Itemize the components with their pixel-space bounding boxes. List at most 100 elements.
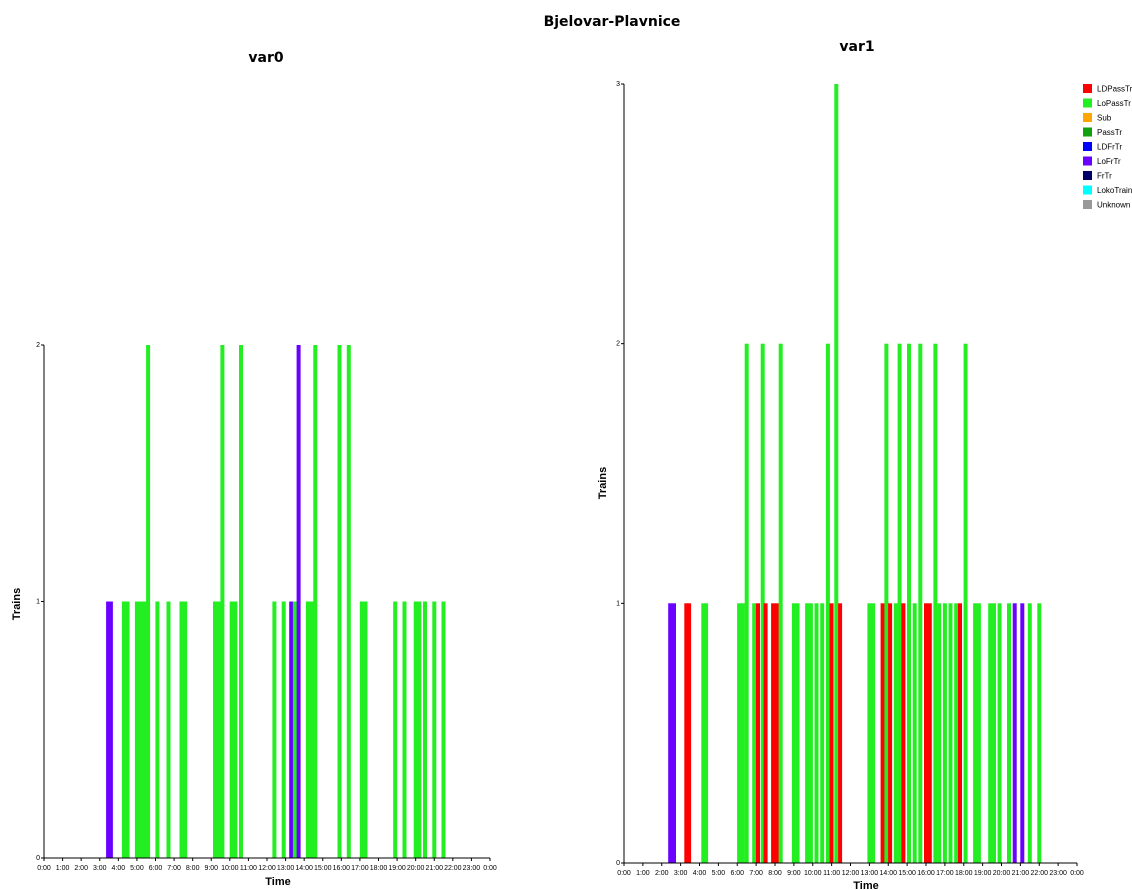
chart-var0-bar-34 xyxy=(423,601,427,858)
chart-var0-bar-22 xyxy=(296,345,301,858)
legend-swatch-LDFrTr xyxy=(1083,142,1092,151)
chart-var0-bar-31 xyxy=(402,601,407,858)
chart-var1-bar-40 xyxy=(937,603,942,863)
chart-var0-xtick-12: 12:00 xyxy=(258,865,276,872)
chart-var0-bar-5 xyxy=(138,601,143,858)
chart-var1-xtick-6: 6:00 xyxy=(730,870,744,877)
chart-var1-xtick-14: 14:00 xyxy=(879,870,897,877)
chart-var1-xlabel: Time xyxy=(853,880,878,890)
chart-var0-bar-30 xyxy=(393,601,398,858)
chart-var1-xtick-1: 1:00 xyxy=(636,870,650,877)
chart-var1-bar-38 xyxy=(927,603,932,863)
chart-var1-bar-15 xyxy=(778,343,783,863)
chart-var1-bar-3 xyxy=(687,603,692,863)
legend-label-LDPassTr: LDPassTr xyxy=(1097,85,1132,94)
chart-var1-bars xyxy=(668,84,1042,863)
chart-var1-xtick-16: 16:00 xyxy=(917,870,935,877)
chart-var0-xtick-14: 14:00 xyxy=(295,865,313,872)
chart-var1-bar-2 xyxy=(684,603,689,863)
chart-var1-bar-45 xyxy=(963,343,968,863)
chart-var0-bar-17 xyxy=(239,345,243,858)
chart-var0-bar-24 xyxy=(309,601,314,858)
chart-var0-bar-29 xyxy=(363,601,368,858)
chart-var0-xtick-6: 6:00 xyxy=(149,865,163,872)
chart-var0-bar-11 xyxy=(183,601,188,858)
chart-var0-xtick-24: 0:00 xyxy=(483,865,497,872)
chart-var0-xtick-10: 10:00 xyxy=(221,865,239,872)
chart-var0-bar-28 xyxy=(359,601,364,858)
legend-swatch-LoFrTr xyxy=(1083,156,1092,166)
legend-label-LokoTrain: LokoTrain xyxy=(1097,186,1132,195)
legend-label-LDFrTr: LDFrTr xyxy=(1097,143,1122,152)
chart-var1-xtick-17: 17:00 xyxy=(936,870,954,877)
chart-var0-xtick-4: 4:00 xyxy=(112,865,126,872)
chart-var0-bar-8 xyxy=(155,601,160,858)
chart-var0-ytick-0: 0 xyxy=(36,855,40,862)
chart-var1-bar-50 xyxy=(997,603,1002,863)
chart-var1-bar-31 xyxy=(893,603,898,863)
chart-var1-ytick-3: 3 xyxy=(616,81,620,88)
chart-var1-xtick-12: 12:00 xyxy=(842,870,860,877)
chart-var1-bar-46 xyxy=(973,603,978,863)
legend-swatch-FrTr xyxy=(1083,171,1092,180)
chart-var0-xtick-11: 11:00 xyxy=(240,865,257,872)
chart-var1-bar-34 xyxy=(907,343,911,863)
legend: LDPassTr LoPassTr Sub PassTr LDFrTr LoFrTr FrT… xyxy=(1083,84,1132,210)
chart-var1-bar-28 xyxy=(880,603,885,863)
chart-var1-bar-9 xyxy=(752,603,757,863)
chart-var0-xtick-22: 22:00 xyxy=(444,865,462,872)
legend-label-FrTr: FrTr xyxy=(1097,172,1112,181)
chart-var0-xtick-15: 15:00 xyxy=(314,865,332,872)
chart-var0-bar-1 xyxy=(108,601,113,858)
chart-var0-xtick-5: 5:00 xyxy=(130,865,144,872)
chart-var1-bar-13 xyxy=(771,603,776,863)
chart-var1-bar-22 xyxy=(825,343,830,863)
chart-var1-bar-51 xyxy=(1007,603,1011,863)
chart-var1-xtick-19: 19:00 xyxy=(974,870,992,877)
chart-var0-bar-10 xyxy=(179,601,184,858)
chart-var0-bar-26 xyxy=(337,345,342,858)
chart-var0-bar-27 xyxy=(346,345,351,858)
chart-var1-xtick-20: 20:00 xyxy=(993,870,1011,877)
chart-var1-bar-37 xyxy=(924,603,928,863)
chart-var1-bar-18 xyxy=(805,603,810,863)
chart-var1-bar-39 xyxy=(933,343,938,863)
chart-var1-bar-24 xyxy=(834,84,839,863)
legend-swatch-LDPassTr xyxy=(1083,84,1092,93)
chart-var0-xtick-20: 20:00 xyxy=(407,865,425,872)
chart-var0-bar-16 xyxy=(233,601,238,858)
chart-var1-axes: 0 1 2 3 0:00 1:00 2:00 3:00 4:00 5:00 6:00 7:00 8:00… xyxy=(616,81,1084,877)
chart-var0-bar-35 xyxy=(432,601,437,858)
chart-var0-xtick-1: 1:00 xyxy=(56,865,70,872)
chart-var0-bar-3 xyxy=(125,601,130,858)
chart-var0-bar-15 xyxy=(229,601,234,858)
chart-var1-xtick-0: 0:00 xyxy=(617,870,631,877)
chart-var1-bar-29 xyxy=(884,343,889,863)
chart-var0-bar-25 xyxy=(313,345,318,858)
chart-var0-bar-20 xyxy=(289,601,294,858)
legend-label-Sub: Sub xyxy=(1097,114,1112,123)
chart-var1-bar-16 xyxy=(791,603,796,863)
chart-var1-bar-36 xyxy=(918,343,923,863)
chart-var1-ytick-1: 1 xyxy=(616,600,620,607)
chart-var1-bar-11 xyxy=(760,343,765,863)
chart-var0-xtick-7: 7:00 xyxy=(167,865,181,872)
chart-var1-xtick-18: 18:00 xyxy=(955,870,973,877)
chart-var1-ylabel: Trains xyxy=(597,467,609,499)
chart-var1-bar-49 xyxy=(992,603,996,863)
chart-var1-title: var1 xyxy=(839,39,874,55)
chart-var1-bar-32 xyxy=(897,343,902,863)
chart-var1-xtick-4: 4:00 xyxy=(693,870,707,877)
chart-var1-bar-43 xyxy=(954,603,959,863)
chart-var1-ytick-0: 0 xyxy=(616,860,620,867)
chart-var1-bar-21 xyxy=(820,603,825,863)
figure-title: Bjelovar-Plavnice xyxy=(544,14,681,30)
chart-var0-bar-33 xyxy=(417,601,422,858)
chart-var1-bar-17 xyxy=(795,603,800,863)
chart-var0-bar-0 xyxy=(106,601,111,858)
chart-var1-bar-26 xyxy=(867,603,872,863)
chart-var0-bar-9 xyxy=(166,601,171,858)
chart-var0-bar-32 xyxy=(413,601,418,858)
chart-var0-bar-13 xyxy=(216,601,221,858)
